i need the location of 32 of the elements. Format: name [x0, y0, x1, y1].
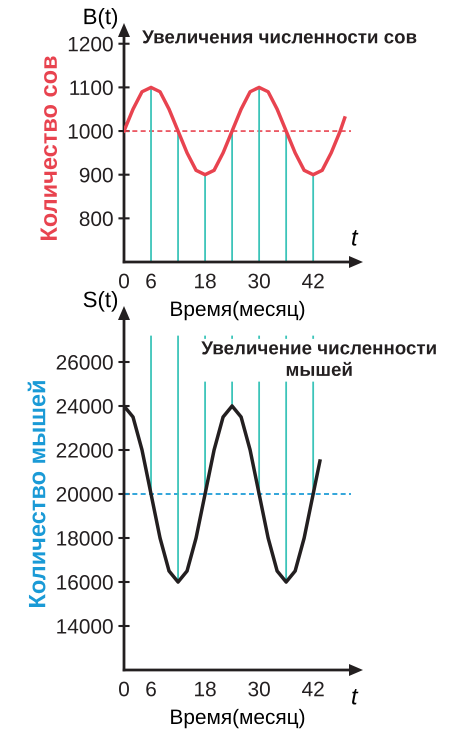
y-tick-label: 1100: [70, 80, 113, 96]
y-axis-title: Количество сов: [40, 56, 58, 240]
x-tick-label: 42: [302, 682, 324, 696]
x-tick-label: 18: [195, 682, 216, 696]
x-tick-label: 6: [146, 274, 156, 288]
y-tick-label: 900: [80, 168, 113, 182]
y-tick-label: 800: [80, 211, 113, 226]
text: Увеличение численности мышей: [201, 341, 436, 376]
text: B(t): [84, 8, 118, 29]
x-tick-label: 0: [119, 274, 129, 288]
x-tick-label: 30: [248, 274, 270, 288]
text: S(t): [84, 290, 118, 312]
y-tick-label: 20000: [56, 487, 113, 502]
x-tick-label: 30: [248, 682, 270, 696]
y-tick-label: 16000: [57, 575, 113, 590]
y-tick-label: 1000: [68, 124, 113, 139]
y-tick-label: 24000: [56, 399, 113, 414]
text: t: [352, 689, 358, 704]
text: t: [352, 230, 358, 246]
y-tick-label: 1200: [68, 36, 113, 52]
x-tick-label: 6: [146, 682, 156, 696]
x-tick-label: 0: [119, 682, 129, 696]
x-axis-title: Время(месяц): [171, 300, 304, 320]
chart-title: Увеличения численности сов: [142, 30, 416, 44]
y-axis-title: Количество мышей: [28, 381, 46, 607]
y-tick-label: 22000: [56, 443, 113, 458]
x-tick-label: 18: [195, 274, 216, 288]
y-tick-label: 14000: [57, 619, 113, 634]
y-tick-label: 18000: [57, 531, 113, 546]
y-tick-label: 26000: [56, 355, 113, 370]
x-axis-title: Время(месяц): [171, 708, 304, 728]
x-tick-label: 42: [302, 274, 324, 288]
